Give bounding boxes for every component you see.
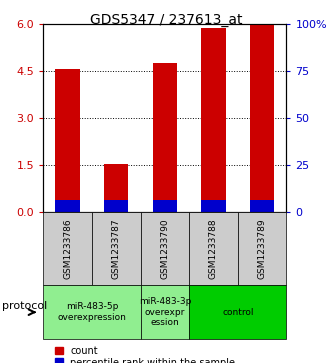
Text: protocol: protocol xyxy=(2,301,47,311)
Bar xyxy=(55,69,80,212)
Text: GSM1233787: GSM1233787 xyxy=(112,218,121,279)
Legend: count, percentile rank within the sample: count, percentile rank within the sample xyxy=(55,346,235,363)
Text: GSM1233790: GSM1233790 xyxy=(160,218,169,279)
Text: control: control xyxy=(222,308,253,317)
Bar xyxy=(153,63,177,212)
Bar xyxy=(250,200,274,212)
Text: GDS5347 / 237613_at: GDS5347 / 237613_at xyxy=(90,13,243,27)
Text: GSM1233788: GSM1233788 xyxy=(209,218,218,279)
Bar xyxy=(104,164,129,212)
Bar xyxy=(104,200,129,212)
Text: GSM1233786: GSM1233786 xyxy=(63,218,72,279)
Bar xyxy=(201,28,226,212)
Text: miR-483-5p
overexpression: miR-483-5p overexpression xyxy=(58,302,126,322)
Bar xyxy=(153,200,177,212)
Text: miR-483-3p
overexpr
ession: miR-483-3p overexpr ession xyxy=(139,297,191,327)
Bar xyxy=(55,200,80,212)
Bar xyxy=(201,200,226,212)
Text: GSM1233789: GSM1233789 xyxy=(257,218,267,279)
Bar xyxy=(250,25,274,212)
